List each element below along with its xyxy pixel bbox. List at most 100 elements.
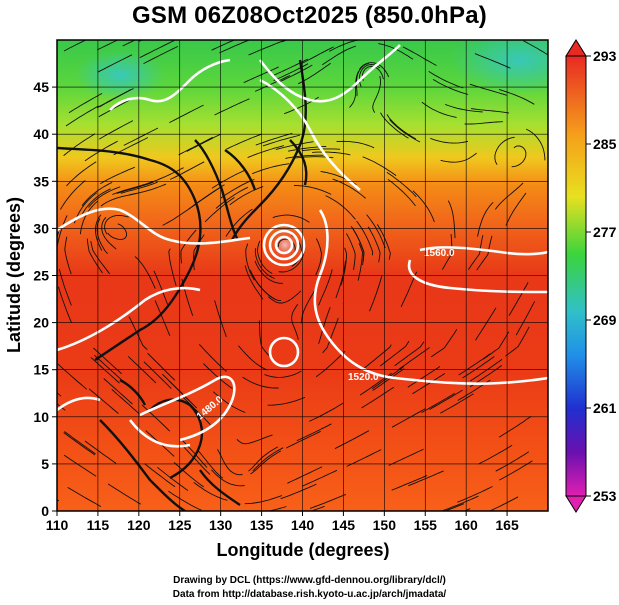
streamline <box>379 340 410 367</box>
x-tick-label: 120 <box>127 517 151 533</box>
streamline <box>182 397 211 426</box>
streamline <box>389 119 421 143</box>
x-axis: 110 115 120 125 130 135 140 145 150 155 160 165 <box>46 511 519 533</box>
footer-credit: Drawing by DCL (https://www.gfd-dennou.o… <box>173 575 446 586</box>
streamline <box>291 303 299 340</box>
streamline <box>248 40 285 56</box>
streamline <box>285 430 321 449</box>
contour-label: 1520.0 <box>348 372 379 383</box>
streamline <box>143 361 172 389</box>
colorbar: 293 285 277 269 261 253 <box>565 39 617 513</box>
streamline <box>430 137 469 144</box>
streamline <box>442 495 479 511</box>
streamline <box>243 66 279 84</box>
streamline <box>297 62 331 85</box>
colorbar-bottom-arrow <box>565 495 587 513</box>
streamline <box>141 404 171 432</box>
streamline <box>116 181 154 194</box>
contour-label: 1560.0 <box>424 248 455 259</box>
streamline <box>247 145 285 159</box>
streamline <box>84 140 118 162</box>
streamline <box>494 182 524 210</box>
streamline <box>113 137 149 156</box>
streamline <box>79 200 99 235</box>
y-tick-label: 30 <box>33 220 49 236</box>
streamline <box>60 180 86 210</box>
streamline <box>515 301 535 336</box>
streamline <box>99 120 134 140</box>
streamline <box>334 430 370 450</box>
streamline <box>366 214 386 249</box>
streamline <box>441 234 453 270</box>
streamline <box>498 415 532 438</box>
streamline <box>244 495 283 505</box>
streamline <box>137 40 140 41</box>
streamline <box>388 448 424 466</box>
streamline <box>280 483 317 500</box>
lat-lon-grid <box>57 40 548 511</box>
streamline <box>432 79 469 95</box>
streamline <box>355 62 370 97</box>
streamline <box>147 352 176 381</box>
streamline <box>178 136 214 156</box>
x-axis-label: Longitude (degrees) <box>216 540 389 560</box>
streamline <box>169 104 204 123</box>
streamline <box>122 40 137 47</box>
streamline <box>252 163 290 175</box>
streamline <box>430 329 458 358</box>
streamline <box>273 58 309 76</box>
streamline <box>488 496 519 511</box>
streamline <box>103 378 133 405</box>
streamline <box>196 449 224 479</box>
streamline <box>256 240 273 274</box>
streamline <box>68 93 103 114</box>
streamline <box>275 141 314 151</box>
streamline <box>309 402 344 422</box>
x-tick-label: 110 <box>46 517 69 533</box>
streamline <box>100 166 136 185</box>
streamline <box>340 247 348 286</box>
streamline <box>350 225 365 262</box>
streamline <box>402 46 437 66</box>
streamline <box>183 446 211 475</box>
streamline <box>498 460 533 481</box>
streamline <box>181 278 194 316</box>
streamline <box>168 248 177 286</box>
streamline <box>64 431 96 455</box>
streamline <box>264 370 302 378</box>
y-tick-label: 15 <box>33 362 49 378</box>
streamline <box>143 45 179 64</box>
streamline <box>357 243 363 281</box>
streamline <box>250 450 282 475</box>
streamline <box>214 98 250 116</box>
streamline <box>244 265 264 300</box>
streamline <box>214 300 227 338</box>
streamline <box>394 341 425 367</box>
streamline <box>299 46 334 65</box>
streamline <box>220 178 255 199</box>
streamline <box>84 440 117 464</box>
streamline <box>361 65 384 81</box>
streamline <box>212 391 246 413</box>
streamline <box>315 350 346 378</box>
streamline <box>64 236 72 275</box>
x-tick-label: 140 <box>291 517 315 533</box>
streamline <box>63 40 87 52</box>
streamline <box>315 238 322 276</box>
streamline <box>505 326 530 357</box>
streamline <box>225 208 253 237</box>
streamline <box>67 487 102 507</box>
streamline <box>391 408 426 428</box>
y-tick-label: 5 <box>41 456 49 472</box>
streamline <box>468 235 484 270</box>
coastlines <box>57 59 308 511</box>
streamline <box>139 40 175 59</box>
streamline <box>322 317 339 354</box>
streamline <box>254 75 291 92</box>
streamline <box>88 388 119 414</box>
streamline <box>475 307 497 341</box>
x-tick-label: 160 <box>454 517 478 533</box>
streamline <box>358 62 390 78</box>
streamline <box>96 89 132 109</box>
